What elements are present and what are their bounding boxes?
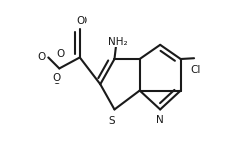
Text: O: O bbox=[76, 16, 84, 26]
Text: O: O bbox=[47, 56, 48, 57]
Text: O: O bbox=[46, 57, 47, 58]
Text: NH₂: NH₂ bbox=[108, 37, 127, 47]
Text: O: O bbox=[56, 49, 64, 59]
Text: Cl: Cl bbox=[189, 65, 200, 75]
Text: O: O bbox=[52, 73, 60, 83]
Text: O: O bbox=[46, 50, 47, 51]
Text: O: O bbox=[52, 76, 60, 86]
Text: S: S bbox=[108, 116, 115, 126]
Text: N: N bbox=[155, 115, 162, 125]
Text: O: O bbox=[37, 52, 45, 62]
Text: O: O bbox=[44, 56, 45, 57]
Text: O: O bbox=[78, 16, 87, 26]
